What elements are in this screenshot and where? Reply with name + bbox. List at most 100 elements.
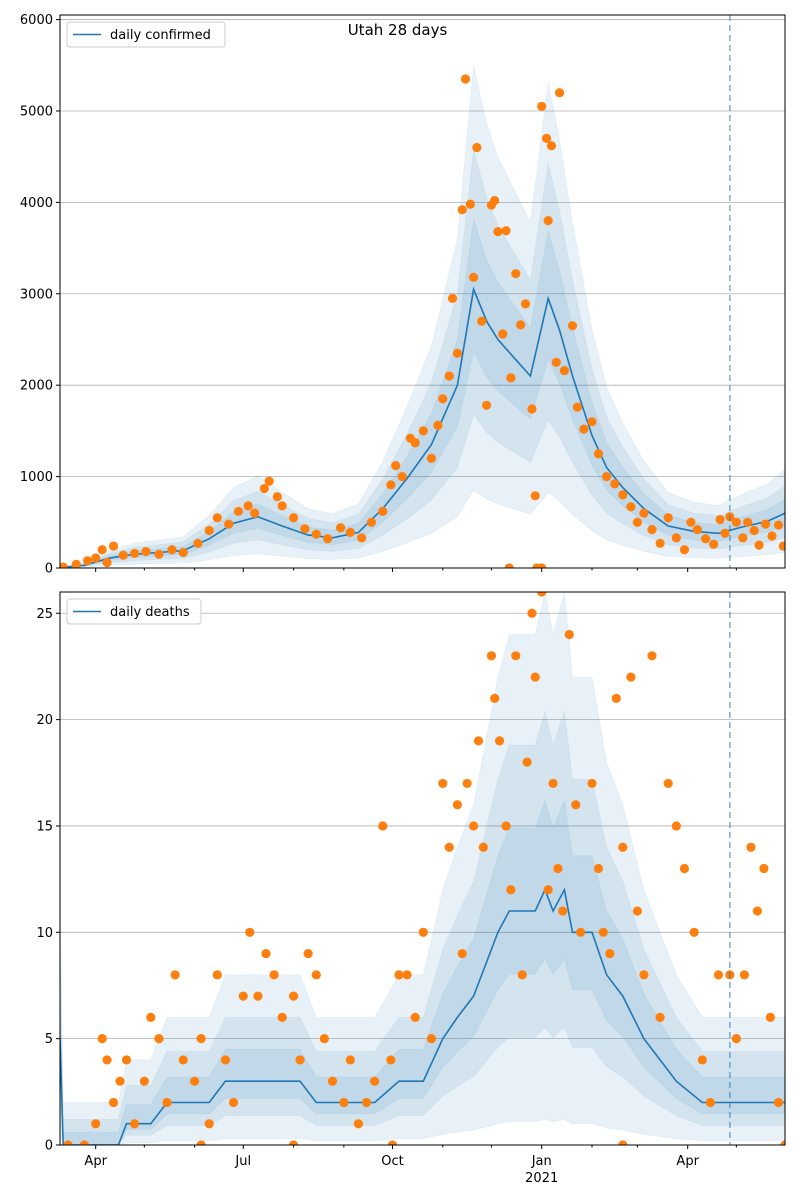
data-point [204, 1119, 214, 1129]
data-point [546, 141, 557, 151]
axes-frame [59, 14, 786, 569]
y-tick-label: 20 [36, 713, 53, 728]
data-point [108, 1097, 119, 1108]
data-point [457, 205, 467, 215]
data-point [639, 970, 649, 980]
data-point [468, 272, 479, 282]
data-point [196, 1140, 206, 1145]
data-point [438, 394, 448, 404]
data-point [277, 1012, 287, 1022]
data-point [773, 1097, 784, 1108]
data-point [553, 863, 563, 874]
data-point [517, 970, 527, 980]
data-point [554, 88, 565, 98]
data-point [387, 1140, 398, 1145]
data-point [537, 563, 547, 568]
data-point [490, 195, 500, 206]
confidence-band [60, 798, 785, 1145]
data-point [245, 927, 255, 937]
data-point [601, 471, 612, 482]
data-point [204, 525, 214, 536]
deaths-panel: 0 5 10 15 20 25 Apr Jul Oct Jan 2021 Apr daily death… [36, 591, 786, 1186]
data-point [121, 1055, 132, 1065]
data-point [444, 842, 454, 852]
data-point [593, 449, 604, 459]
x-tick-label: Oct [381, 1154, 403, 1169]
data-point [418, 426, 428, 436]
data-point [130, 1119, 140, 1129]
data-point [567, 321, 578, 331]
data-point [618, 842, 628, 852]
data-point [478, 842, 488, 852]
chart-title: Utah 28 days [348, 21, 448, 39]
data-point [300, 524, 310, 534]
data-point [97, 545, 107, 555]
data-point [731, 1034, 741, 1044]
data-point [79, 1140, 89, 1145]
data-point [743, 517, 753, 527]
data-point [579, 424, 589, 434]
data-point [647, 525, 657, 535]
y-tick-label: 10 [36, 926, 53, 941]
data-point [288, 991, 299, 1001]
y-tick-label: 0 [45, 1139, 53, 1154]
data-point [778, 541, 785, 551]
data-point [397, 471, 407, 482]
data-point [250, 508, 260, 518]
x-tick-label: Apr [84, 1154, 107, 1169]
data-point [679, 545, 690, 555]
data-point [433, 420, 443, 431]
data-point [426, 1034, 437, 1044]
confidence-band [60, 66, 785, 568]
data-point [493, 227, 503, 237]
axes-frame [59, 591, 786, 1146]
confidence-band [60, 219, 785, 568]
data-point [345, 527, 355, 537]
data-point [537, 592, 547, 597]
data-point [481, 400, 492, 410]
data-point [611, 693, 621, 703]
data-point [587, 778, 597, 789]
data-point [473, 736, 484, 746]
data-point [494, 736, 505, 746]
data-point [288, 1140, 299, 1145]
confirmed-panel: 0 1000 2000 3000 4000 5000 6000 Utah 28 days dai… [20, 13, 786, 577]
data-point [663, 513, 673, 523]
data-point [224, 519, 234, 529]
data-point [490, 693, 500, 703]
data-point [713, 970, 724, 980]
data-point [154, 549, 164, 559]
data-point [178, 547, 188, 558]
y-tick-label: 6000 [20, 13, 53, 28]
data-point [731, 517, 741, 527]
data-point [558, 906, 568, 916]
data-point [498, 329, 508, 339]
data-point [402, 970, 412, 980]
data-point [632, 906, 643, 916]
data-point [361, 1097, 372, 1108]
data-point [760, 519, 771, 529]
data-point [765, 1012, 776, 1022]
data-point [141, 546, 151, 557]
data-point [746, 842, 756, 852]
data-point [418, 927, 428, 937]
data-point [108, 541, 119, 551]
data-point [472, 142, 482, 153]
data-point [386, 480, 396, 490]
data-point [715, 514, 725, 525]
data-point [345, 1055, 355, 1065]
data-point [780, 1140, 785, 1145]
data-point [447, 293, 458, 303]
data-point [228, 1097, 239, 1108]
data-point [709, 539, 719, 549]
data-point [598, 927, 608, 937]
data-point [767, 531, 777, 541]
data-point [738, 533, 748, 543]
data-point [243, 501, 253, 511]
data-point [154, 1034, 164, 1044]
data-point [462, 778, 472, 789]
data-point [139, 1076, 149, 1086]
x-tick-label: Jan [531, 1154, 552, 1169]
data-point [386, 1055, 396, 1065]
